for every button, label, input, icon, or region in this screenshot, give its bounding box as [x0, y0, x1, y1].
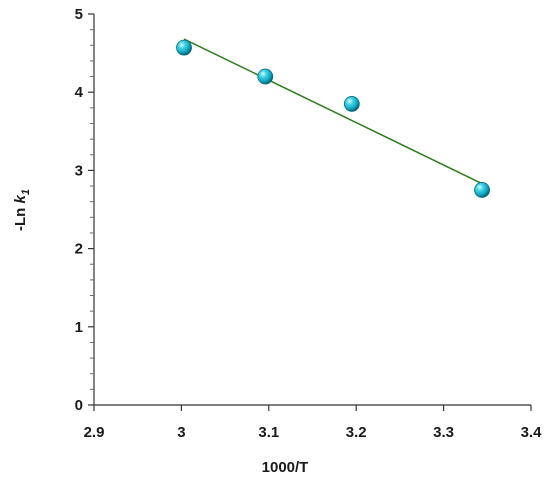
y-axis-title-var: k [12, 194, 29, 203]
data-points [176, 39, 490, 198]
plot-area: 0 1 2 3 4 5 2.9 3 3.1 3.2 3.3 3.4 [75, 6, 542, 441]
data-point [257, 68, 274, 85]
y-axis-title-prefix: -Ln [12, 203, 29, 231]
y-tick-label: 1 [75, 319, 83, 336]
x-tick-label: 3.4 [521, 424, 543, 441]
y-tick-label: 5 [75, 6, 83, 23]
data-point [176, 39, 192, 56]
x-tick-label: 2.9 [84, 424, 105, 441]
data-point [343, 96, 360, 112]
y-tick-label: 4 [75, 84, 84, 101]
x-axis-title: 1000/T [262, 459, 309, 476]
y-axis-title-sub: 1 [20, 189, 32, 195]
y-axis-title: -Ln k1 [12, 189, 32, 231]
y-tick-label: 2 [75, 241, 83, 258]
y-ticks: 0 1 2 3 4 5 [75, 6, 94, 414]
y-tick-label: 3 [75, 162, 83, 179]
x-tick-label: 3.1 [258, 424, 279, 441]
x-ticks: 2.9 3 3.1 3.2 3.3 3.4 [84, 405, 543, 441]
fit-line [183, 38, 483, 185]
y-tick-label: 0 [75, 397, 83, 414]
data-point [474, 182, 490, 198]
x-tick-label: 3 [177, 424, 185, 441]
x-tick-label: 3.2 [346, 424, 367, 441]
x-tick-label: 3.3 [433, 424, 454, 441]
